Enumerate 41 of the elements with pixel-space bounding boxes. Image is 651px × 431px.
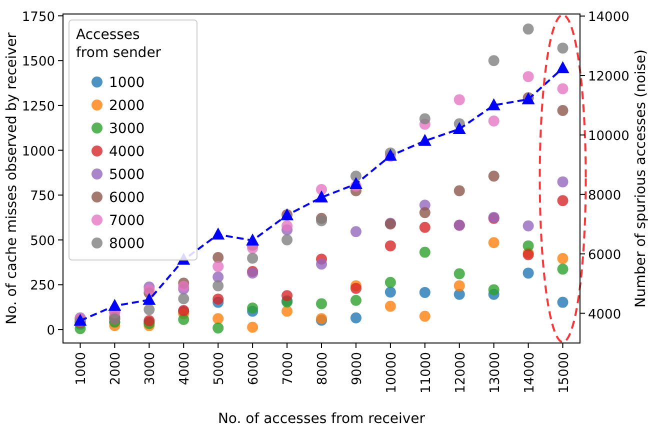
y-tick-label: 250: [30, 278, 55, 294]
x-tick-label: 1000: [74, 352, 90, 386]
x-axis-title: No. of accesses from receiver: [218, 411, 426, 427]
x-tick-label: 8000: [316, 352, 330, 386]
x-tick-label: 11000: [418, 352, 434, 394]
y-tick-label: 750: [30, 189, 55, 204]
x-tick-label: 10000: [384, 352, 400, 394]
y2-tick-label: 4000: [588, 307, 622, 322]
legend-title: Accesses from sender: [76, 27, 162, 61]
y-tick-label: 1000: [22, 144, 55, 160]
y2-tick-label: 14000: [588, 10, 630, 26]
y-tick-label: 1250: [22, 99, 55, 114]
legend-label: 3000: [109, 121, 145, 137]
legend-label: 5000: [109, 167, 145, 183]
x-tick-label: 13000: [488, 352, 503, 394]
y-tick-label: 0: [46, 324, 55, 339]
y-tick-label: 500: [30, 234, 55, 249]
legend-label: 8000: [109, 236, 145, 252]
legend-label: 4000: [109, 144, 145, 160]
y2-tick-label: 6000: [588, 248, 622, 263]
y-tick-label: 1750: [22, 10, 55, 25]
legend-label: 6000: [109, 190, 145, 206]
x-tick-label: 6000: [246, 352, 262, 386]
y2-tick-label: 10000: [588, 128, 630, 144]
y2-tick-label: 8000: [588, 188, 622, 204]
legend-label: 2000: [109, 98, 145, 114]
x-tick-label: 14000: [522, 352, 538, 394]
legend-label: 1000: [109, 75, 145, 91]
x-tick-label: 12000: [453, 352, 468, 394]
x-tick-label: 9000: [350, 352, 365, 386]
y-axis-title: No. of cache misses observed by receiver: [4, 32, 20, 324]
legend-label: 7000: [109, 213, 145, 229]
x-tick-label: 4000: [178, 352, 193, 386]
x-tick-label: 15000: [556, 352, 572, 394]
x-tick-label: 2000: [108, 352, 124, 386]
x-tick-label: 5000: [212, 352, 228, 386]
y-tick-label: 1500: [22, 54, 55, 70]
y2-tick-label: 12000: [588, 70, 630, 85]
x-tick-label: 7000: [281, 352, 296, 386]
x-tick-label: 3000: [143, 352, 158, 386]
y2-axis-title: Number of spurious accesses (noise): [633, 49, 649, 308]
